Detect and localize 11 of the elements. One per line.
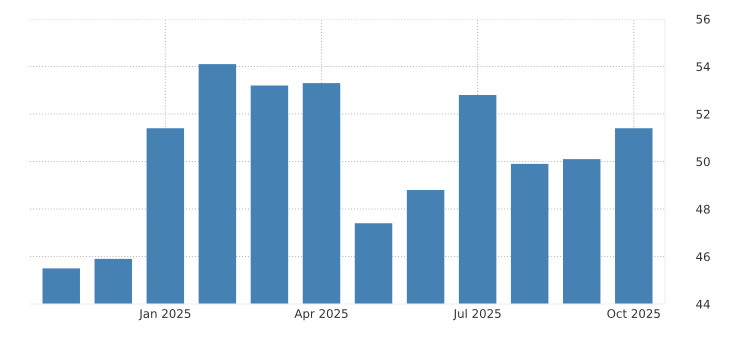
- y-tick-label: 48: [696, 204, 710, 214]
- x-tick-label: Oct 2025: [607, 309, 660, 318]
- x-tick-label: Jul 2025: [452, 308, 501, 320]
- y-tick-label: 50: [696, 157, 710, 166]
- x-tick-label: Apr 2025: [294, 309, 348, 320]
- y-tick-label: 44: [696, 300, 710, 308]
- y-tick-label: 46: [696, 252, 710, 262]
- y-tick-label: 54: [696, 62, 710, 72]
- y-tick-label: 56: [696, 14, 710, 24]
- x-tick-label: Jan 2025: [138, 309, 190, 320]
- y-tick-label: 52: [696, 110, 710, 119]
